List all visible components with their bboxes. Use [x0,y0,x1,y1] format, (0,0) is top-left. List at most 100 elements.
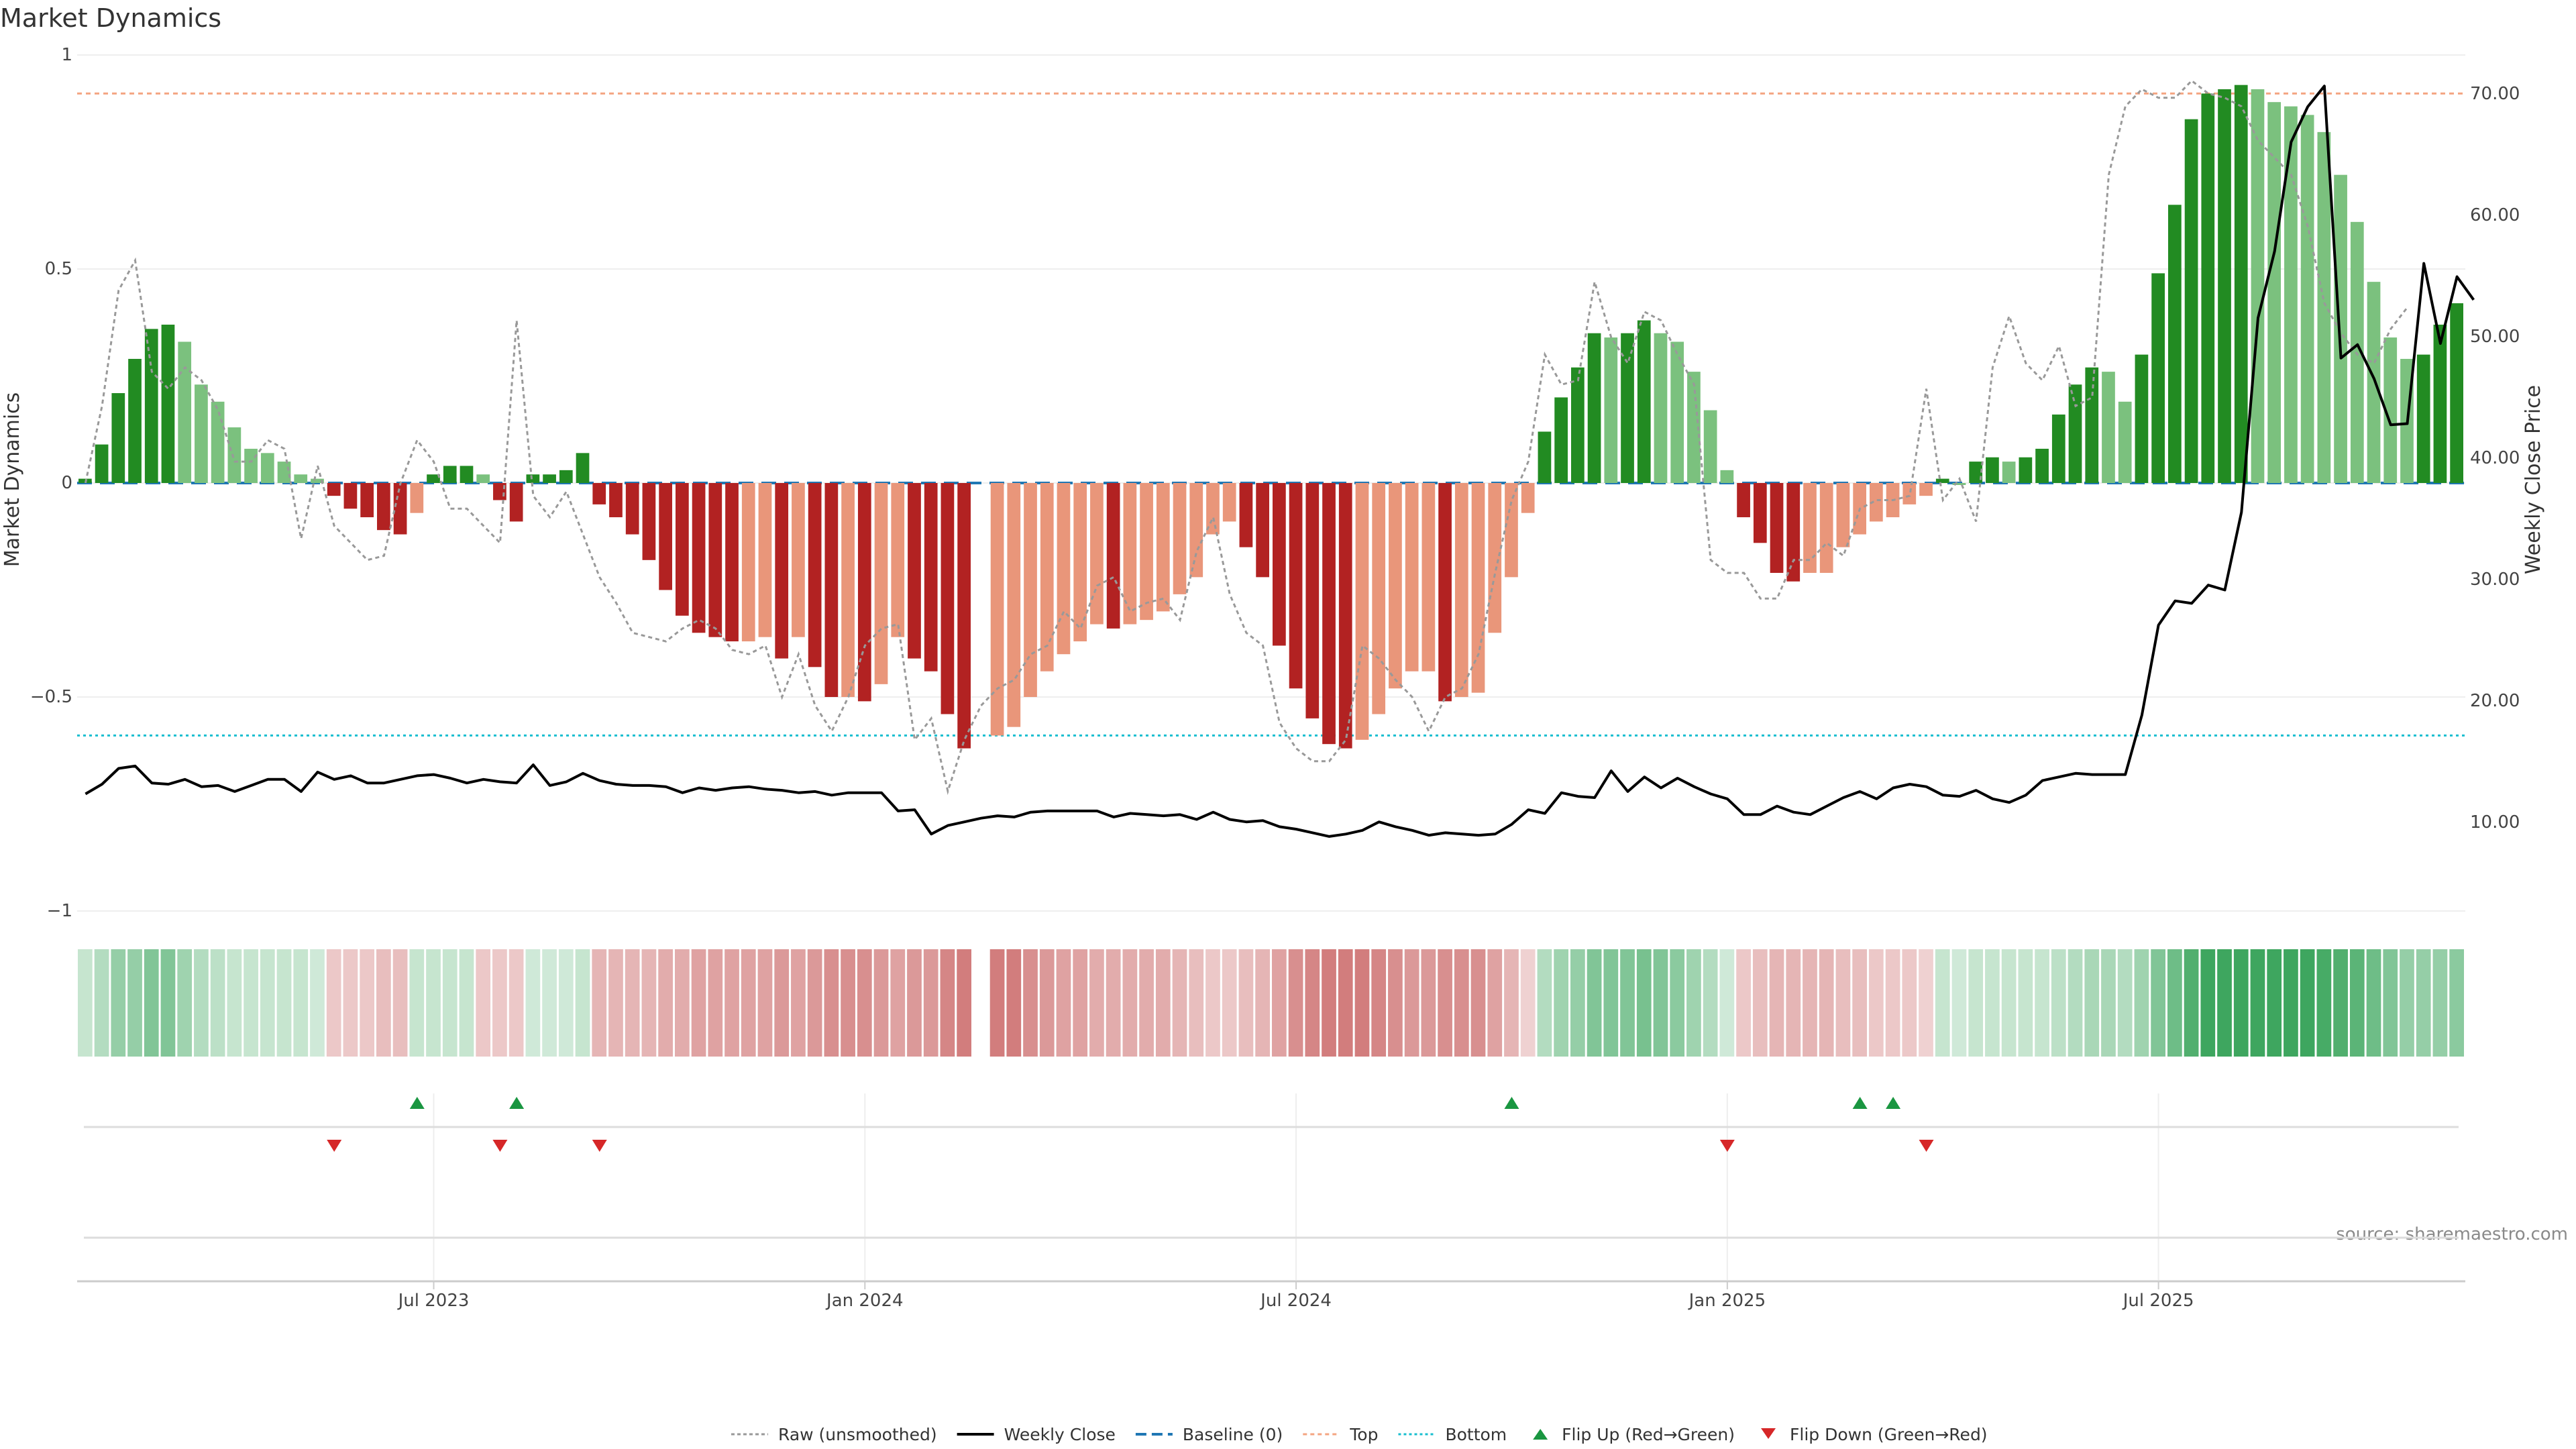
bar [1670,341,1684,483]
band-cell [1636,949,1652,1057]
band-cell [608,949,623,1057]
band-cell [907,949,922,1057]
bar [758,483,772,637]
band-cell [360,949,374,1057]
bar [2450,303,2463,483]
band-cell [442,949,458,1057]
bar [1040,483,1054,672]
band-cell [2400,949,2414,1057]
market-dynamics-bars [78,85,2463,749]
bar [1786,483,1801,582]
band-cell [575,949,590,1057]
band-cell [1122,949,1138,1057]
bar [128,358,142,483]
band-cell [2018,949,2033,1057]
band-cell [2250,949,2265,1057]
x-tick-label: Jan 2025 [1688,1291,1766,1311]
bar [2317,131,2331,484]
band-cell [1371,949,1387,1057]
bar [1090,483,1104,625]
band-cell [824,949,839,1057]
bar [1305,483,1320,718]
bar [1389,483,1402,689]
flip-up-marker [409,1097,425,1109]
bar [1604,337,1618,483]
bar [1355,483,1369,740]
band-cell [658,949,673,1057]
y2-axis-label: Weekly Close Price [2522,385,2545,574]
band-cell [1752,949,1768,1057]
bar [443,466,457,483]
flip-down-marker [1919,1140,1934,1152]
band-cell [1205,949,1220,1057]
chart-title: Market Dynamics [0,3,221,33]
band-cell [1786,949,1801,1057]
band-cell [1255,949,1270,1057]
bar [2300,115,2314,483]
y-tick-label: −1 [47,901,72,921]
band-cell [2416,949,2431,1057]
band-cell [293,949,309,1057]
band-cell [1869,949,1884,1057]
band-cell [1504,949,1519,1057]
bar [1222,483,1236,522]
y-tick-label: −0.5 [30,687,72,707]
band-cell [310,949,325,1057]
flip-up-marker [1852,1097,1868,1109]
band-cell [459,949,474,1057]
bar [1703,410,1717,483]
bar [1935,478,1949,483]
bar [1870,483,1883,522]
bar [2218,89,2231,484]
bar [427,474,440,483]
bar [609,483,623,518]
legend-swatch-flip-up [1533,1429,1548,1440]
series-lines [84,79,2475,838]
band-cell [1902,949,1917,1057]
band-cell [426,949,441,1057]
band-cell [1935,949,1950,1057]
flip-down-marker [1719,1140,1735,1152]
band-cell [244,949,258,1057]
bar [1338,483,1352,749]
axis-ticks: 1 0.5 0 −0.5 −1 10.00 20.00 30.00 40.00 50.00 60.0… [30,45,2520,1311]
band-cell [2349,949,2365,1057]
bar [543,474,556,483]
bar [343,483,358,509]
band-cell [2200,949,2216,1057]
bar [327,483,341,496]
band-cell [1919,949,1933,1057]
bar [2151,273,2165,483]
bar [1273,483,1286,646]
band-cell [1388,949,1403,1057]
y2-tick-label: 50.00 [2470,327,2520,347]
bar [1919,483,1933,496]
band-cell [194,949,209,1057]
band-cell [2366,949,2381,1057]
bar [1156,483,1170,612]
band-cell [1554,949,1568,1057]
x-tick-label: Jul 2023 [397,1291,470,1311]
band-cell [177,949,193,1057]
band-cell [1089,949,1104,1057]
bar [1471,483,1485,693]
band-cell [2316,949,2332,1057]
band-cell [989,949,1005,1057]
bar [2051,414,2065,483]
band-cell [1354,949,1370,1057]
bar [2267,102,2282,483]
band-cell [227,949,242,1057]
bar [1571,367,1585,483]
band-cell [857,949,872,1057]
legend-label-baseline: Baseline (0) [1183,1425,1283,1444]
bar [2118,401,2132,483]
bar [857,483,871,702]
band-cell [1172,949,1187,1057]
band-cell [558,949,574,1057]
band-cell [542,949,557,1057]
bar [2416,354,2430,483]
band-cell [2084,949,2100,1057]
bar [211,401,225,483]
band-cell [1421,949,1436,1057]
